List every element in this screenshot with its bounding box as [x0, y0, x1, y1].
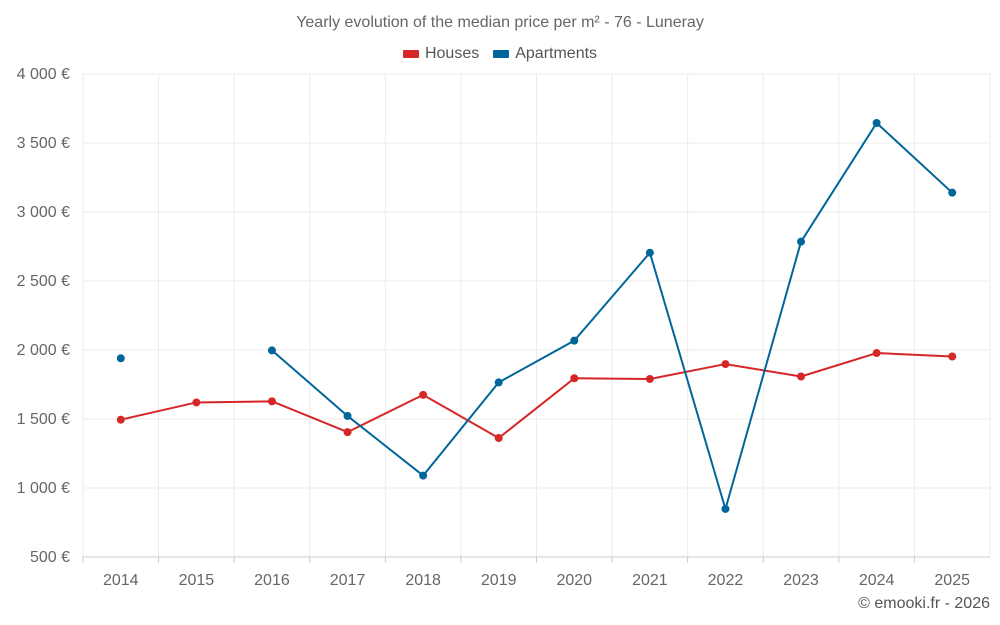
data-point-apartments	[494, 378, 503, 387]
y-tick-label: 500 €	[30, 549, 70, 566]
y-tick-label: 3 000 €	[17, 204, 70, 221]
data-point-apartments	[116, 354, 125, 363]
data-point-apartments	[570, 336, 579, 345]
legend-swatch-houses	[402, 50, 419, 58]
x-tick-label: 2024	[859, 572, 895, 589]
data-point-apartments	[721, 504, 730, 513]
data-point-houses	[267, 397, 276, 406]
y-tick-label: 2 000 €	[17, 342, 70, 359]
legend-swatch-apartments	[493, 50, 510, 58]
x-tick-label: 2018	[405, 572, 441, 589]
chart-legend: Houses Apartments	[0, 45, 1000, 63]
y-tick-label: 1 500 €	[17, 411, 70, 428]
x-tick-label: 2016	[254, 572, 290, 589]
y-tick-label: 2 500 €	[17, 273, 70, 290]
x-tick-label: 2025	[934, 572, 970, 589]
data-point-houses	[948, 352, 957, 361]
data-point-houses	[570, 374, 579, 383]
credit-text: © emooki.fr - 2026	[858, 595, 990, 612]
data-point-apartments	[343, 411, 352, 420]
data-point-houses	[419, 390, 428, 399]
data-point-houses	[192, 398, 201, 407]
x-tick-label: 2015	[179, 572, 215, 589]
x-tick-label: 2017	[330, 572, 366, 589]
legend-label-houses: Houses	[424, 45, 480, 62]
data-point-apartments	[267, 346, 276, 355]
data-point-houses	[343, 428, 352, 437]
x-tick-label: 2021	[632, 572, 668, 589]
data-point-apartments	[419, 471, 428, 480]
x-tick-label: 2014	[103, 572, 139, 589]
x-tick-label: 2020	[556, 572, 592, 589]
data-point-houses	[721, 360, 730, 369]
data-point-houses	[494, 434, 503, 443]
data-point-apartments	[645, 248, 654, 257]
x-tick-label: 2022	[708, 572, 744, 589]
data-point-houses	[116, 415, 125, 424]
chart-title: Yearly evolution of the median price per…	[296, 14, 704, 31]
data-point-houses	[872, 349, 881, 358]
x-tick-label: 2019	[481, 572, 517, 589]
data-point-apartments	[872, 118, 881, 127]
legend-item-apartments[interactable]: Apartments	[493, 45, 597, 63]
series-line-houses	[120, 352, 953, 440]
y-tick-label: 1 000 €	[17, 480, 70, 497]
y-tick-label: 4 000 €	[17, 66, 70, 83]
legend-item-houses[interactable]: Houses	[402, 45, 480, 63]
data-point-apartments	[797, 237, 806, 246]
legend-label-apartments: Apartments	[515, 45, 598, 62]
y-tick-label: 3 500 €	[17, 135, 70, 152]
x-tick-label: 2023	[783, 572, 819, 589]
data-point-houses	[797, 372, 806, 381]
data-point-houses	[645, 374, 654, 383]
series-line-apartments	[271, 121, 953, 510]
data-point-apartments	[948, 188, 957, 197]
